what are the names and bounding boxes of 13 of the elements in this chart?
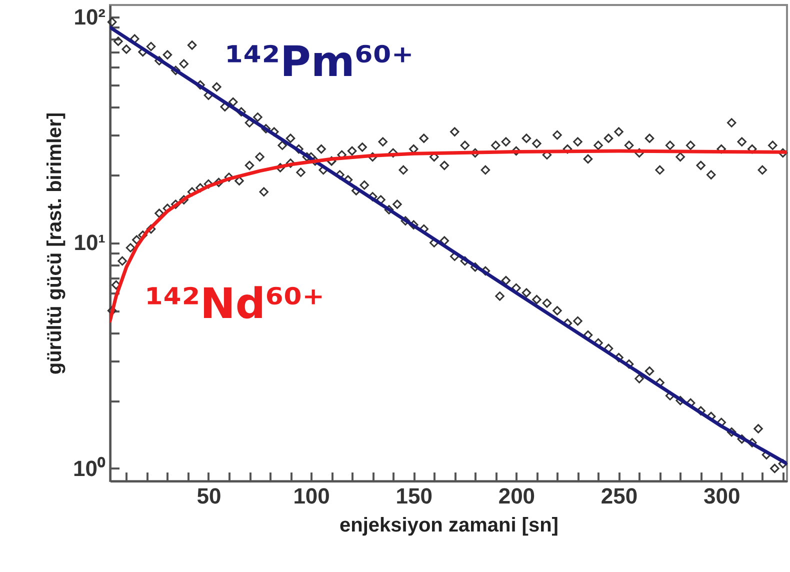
- y-tick-label: 10¹: [74, 230, 106, 256]
- y-axis-title: gürültü gücü [rast. birimler]: [44, 112, 66, 375]
- series-label: ¹⁴²Nd⁶⁰⁺: [145, 279, 324, 328]
- y-tick-label: 10²: [74, 4, 106, 30]
- x-tick-label: 200: [498, 484, 536, 508]
- x-tick-label: 50: [196, 484, 222, 508]
- y-tick-label: 10⁰: [73, 456, 106, 481]
- series-label: ¹⁴²Pm⁶⁰⁺: [225, 37, 414, 86]
- x-tick-label: 250: [600, 484, 638, 508]
- x-tick-label: 100: [293, 484, 330, 508]
- x-tick-label: 150: [396, 484, 432, 508]
- x-tick-label: 300: [703, 484, 740, 508]
- x-axis-title: enjeksiyon zamani [sn]: [340, 514, 558, 536]
